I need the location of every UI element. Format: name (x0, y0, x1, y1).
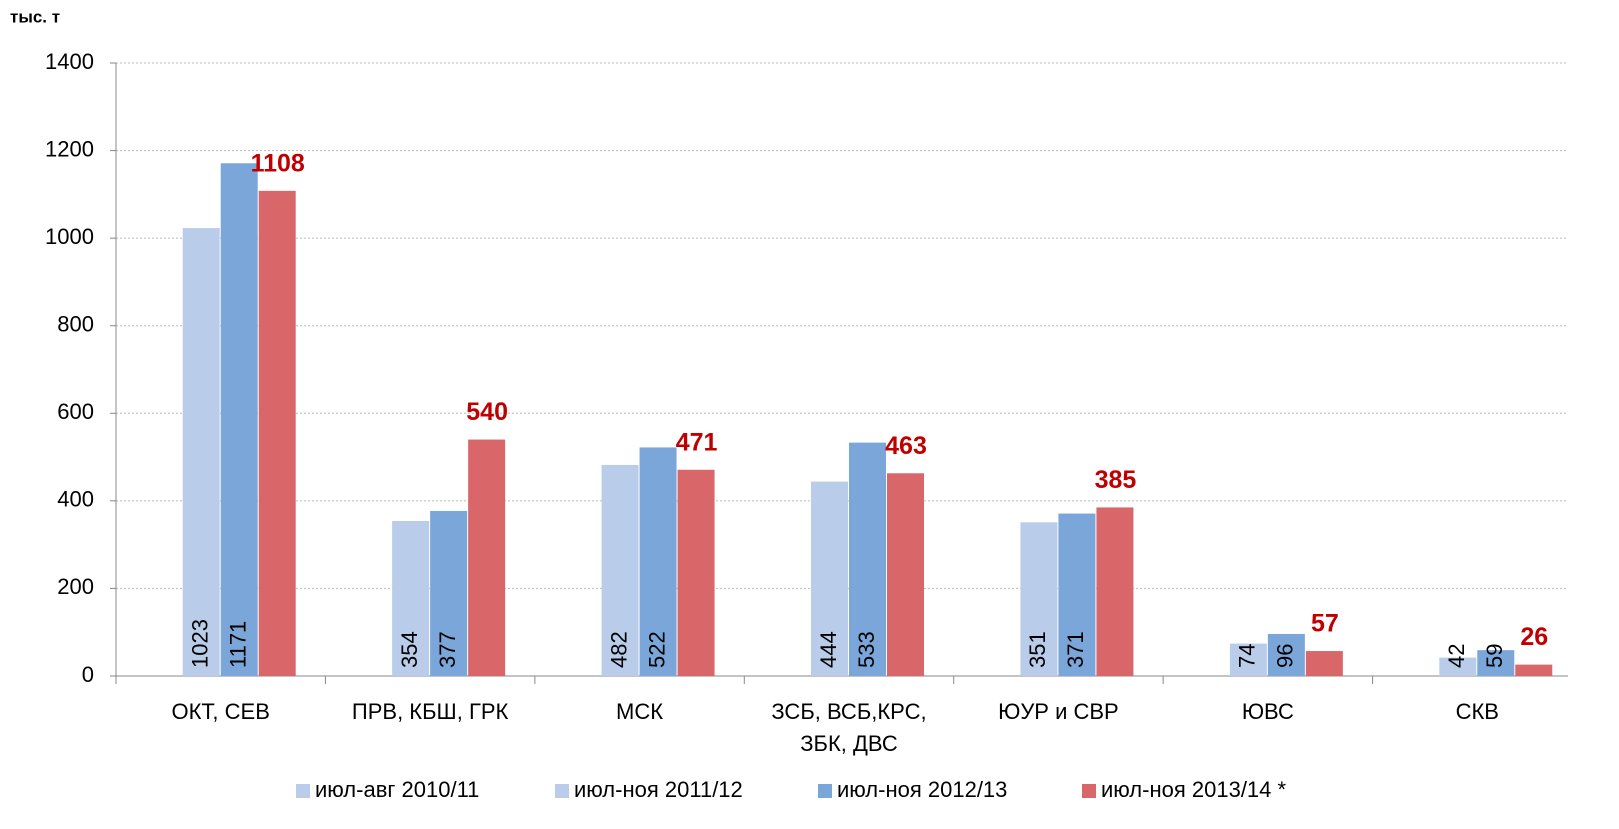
value-label: 540 (466, 398, 508, 426)
bar (1477, 650, 1515, 676)
value-label: 444 (816, 631, 841, 668)
y-tick-label: 200 (57, 574, 94, 599)
bar (1229, 643, 1267, 676)
bar (887, 473, 924, 676)
value-label: 385 (1095, 466, 1137, 494)
y-tick-label: 600 (57, 399, 94, 424)
y-axis-title: тыс. т (10, 7, 60, 26)
bar (601, 464, 639, 676)
value-label: 377 (435, 631, 460, 668)
bar (1058, 513, 1096, 676)
bar (849, 442, 886, 676)
value-label: 74 (1235, 644, 1260, 668)
y-tick-label: 400 (57, 487, 94, 512)
bar (811, 481, 848, 676)
bar (677, 469, 715, 676)
legend-swatch (296, 784, 310, 798)
bar (258, 190, 296, 676)
y-tick-label: 1200 (45, 136, 94, 161)
bar (1267, 633, 1305, 676)
value-label: 471 (676, 428, 718, 456)
bar (1096, 507, 1134, 676)
value-label: 482 (606, 631, 631, 668)
value-label: 533 (854, 631, 879, 668)
legend-swatch (818, 784, 832, 798)
value-label: 1023 (188, 619, 213, 668)
value-label: 351 (1025, 631, 1050, 668)
value-label: 26 (1520, 623, 1548, 651)
bar (468, 439, 506, 676)
bar (1515, 664, 1553, 676)
bar (639, 447, 677, 676)
value-label: 96 (1273, 644, 1298, 668)
y-tick-label: 0 (82, 662, 94, 687)
value-label: 57 (1311, 610, 1339, 638)
x-tick-label: ОКТ, СЕВ (171, 699, 270, 724)
value-label: 1171 (226, 621, 251, 668)
value-label: 371 (1063, 631, 1088, 668)
value-label: 1108 (251, 149, 305, 177)
bar (1439, 657, 1477, 676)
bar (392, 520, 430, 676)
legend-swatch (1082, 784, 1096, 798)
value-label: 42 (1444, 644, 1469, 668)
bar (1305, 651, 1343, 676)
bar (430, 510, 468, 676)
value-label: 522 (644, 631, 669, 668)
legend-label: июл-ноя 2012/13 (837, 777, 1007, 802)
legend-label: июл-ноя 2013/14 * (1101, 777, 1287, 802)
bar (182, 228, 220, 676)
x-tick-label: МСК (616, 699, 664, 724)
bar (1020, 522, 1058, 676)
value-label: 59 (1482, 644, 1507, 668)
x-tick-label: ЮВС (1241, 699, 1294, 724)
legend-label: июл-ноя 2011/12 (574, 777, 743, 802)
y-tick-label: 1000 (45, 224, 94, 249)
x-tick-label: ЮУР и СВР (998, 699, 1119, 724)
legend-label: июл-авг 2010/11 (315, 777, 479, 802)
bar (220, 163, 258, 676)
x-tick-label: ПРВ, КБШ, ГРК (351, 699, 509, 724)
value-label: 354 (397, 631, 422, 668)
y-tick-label: 1400 (45, 49, 94, 74)
value-label: 463 (885, 432, 927, 460)
x-tick-label: ЗСБ, ВСБ,КРС, ЗБК, ДВС (771, 699, 927, 756)
legend-swatch (555, 784, 569, 798)
y-tick-label: 800 (57, 312, 94, 337)
x-tick-label: СКВ (1455, 699, 1499, 724)
